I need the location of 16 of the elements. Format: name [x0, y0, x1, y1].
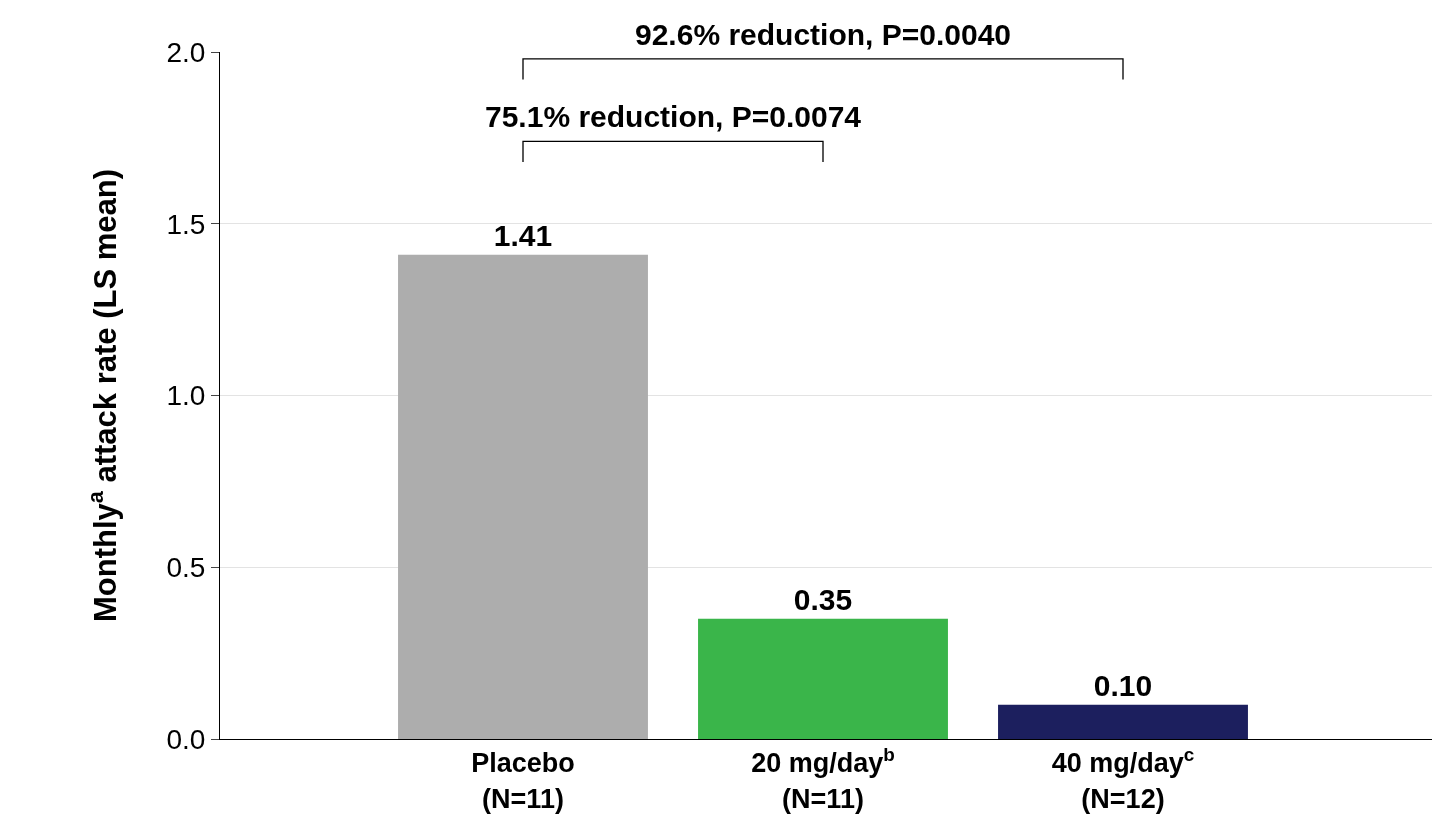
text: 92.6% reduction, P=0.0040	[635, 18, 1012, 51]
data-label: 1.41	[493, 218, 553, 252]
y-tick-label: 1.0	[166, 380, 206, 412]
data-label: 0.10	[1093, 668, 1153, 702]
y-tick-label: 2.0	[166, 36, 206, 68]
data-label: 0.35	[793, 582, 853, 616]
y-tick-label: 0.0	[166, 723, 206, 755]
y-tick-label: 1.5	[166, 208, 206, 240]
y-tick-label: 0.5	[166, 552, 206, 584]
bar	[698, 618, 948, 739]
category-label: 40 mg/day$^{c}$ (N=12)	[1051, 744, 1195, 814]
category-label: 20 mg/day$^{b}$ (N=11)	[751, 744, 895, 814]
bar	[998, 704, 1248, 739]
annotation: 75.1% reduction, P=0.0074	[485, 100, 862, 133]
bar	[398, 254, 648, 739]
x-tick-label: Placebo (N=11)	[471, 748, 575, 814]
